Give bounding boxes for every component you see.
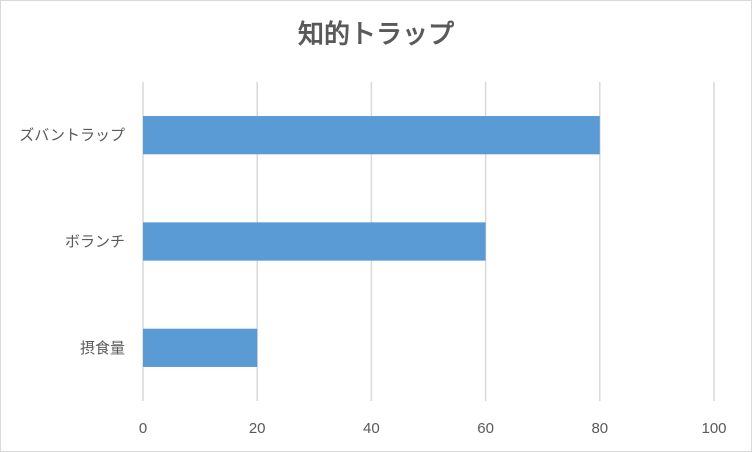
- bar-1: [143, 116, 600, 155]
- x-tick-label-40: 40: [363, 420, 380, 437]
- x-tick-label-100: 100: [701, 420, 726, 437]
- x-tick-labels: 0 20 40 60 80 100: [139, 420, 727, 437]
- x-tick-label-0: 0: [139, 420, 147, 437]
- chart-title: 知的トラップ: [297, 20, 454, 50]
- x-tick-label-60: 60: [477, 420, 494, 437]
- x-tick-label-80: 80: [591, 420, 608, 437]
- bar-3: [143, 328, 258, 367]
- category-label-1: ズバントラップ: [19, 126, 125, 144]
- bars: [143, 116, 600, 367]
- bar-2: [143, 222, 486, 261]
- x-tick-label-20: 20: [249, 420, 266, 437]
- category-label-3: 摂食量: [80, 339, 125, 357]
- category-label-2: ボランチ: [65, 233, 125, 251]
